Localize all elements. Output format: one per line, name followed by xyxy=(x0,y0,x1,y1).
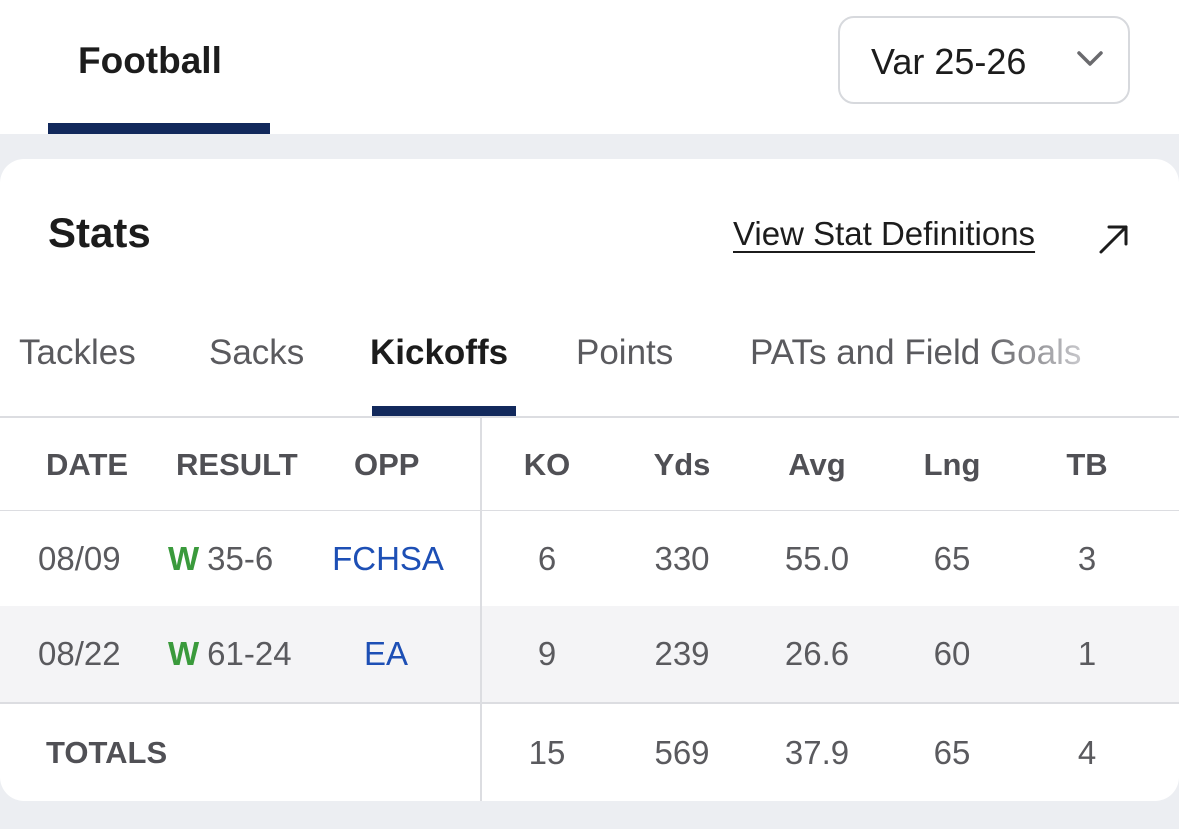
result-score: 61-24 xyxy=(207,635,292,672)
cell-avg: 26.6 xyxy=(784,635,850,672)
tab-pats-field-goals[interactable]: PATs and Field Goals xyxy=(750,333,1082,372)
totals-row: TOTALS 15 569 37.9 65 4 xyxy=(0,704,1179,801)
tab-tackles[interactable]: Tackles xyxy=(19,333,136,372)
table-row: 08/09 W 35-6 FCHSA 6 330 55.0 65 3 xyxy=(0,511,1179,606)
stat-category-tabs: Tackles Sacks Kickoffs Points PATs and F… xyxy=(0,319,1179,419)
header-lng: Lng xyxy=(923,446,981,482)
totals-avg: 37.9 xyxy=(784,733,850,771)
tab-kickoffs[interactable]: Kickoffs xyxy=(370,333,509,372)
header-avg: Avg xyxy=(788,446,846,482)
tab-sacks[interactable]: Sacks xyxy=(209,333,305,372)
row-divider xyxy=(0,702,1179,704)
cell-avg: 55.0 xyxy=(784,539,850,577)
cell-lng: 60 xyxy=(933,635,971,672)
section-title: Stats xyxy=(48,209,151,256)
cell-date: 08/22 xyxy=(38,635,121,672)
external-link-arrow-icon[interactable] xyxy=(1098,223,1130,255)
chevron-down-icon xyxy=(1077,51,1103,66)
header-opp: OPP xyxy=(354,446,420,482)
active-tab-indicator xyxy=(48,123,270,134)
result-win-flag: W xyxy=(168,539,200,577)
opponent-link[interactable]: EA xyxy=(363,635,409,672)
column-divider xyxy=(480,418,482,801)
result-win-flag: W xyxy=(168,635,200,672)
cell-result: W 35-6 xyxy=(168,511,273,606)
kickoffs-table: DATE RESULT OPP KO Yds Avg Lng TB 08/09 … xyxy=(0,418,1179,801)
totals-yds: 569 xyxy=(654,733,710,771)
cell-tb: 1 xyxy=(1077,635,1097,672)
cell-ko: 9 xyxy=(537,635,557,672)
cell-yds: 330 xyxy=(654,539,710,577)
cell-yds: 239 xyxy=(654,635,710,672)
table-row: 08/22 W 61-24 EA 9 239 26.6 60 1 xyxy=(0,606,1179,702)
cell-lng: 65 xyxy=(933,539,971,577)
cell-tb: 3 xyxy=(1077,539,1097,577)
cell-opp: EA xyxy=(316,606,456,702)
cell-date: 08/09 xyxy=(38,539,121,577)
cell-opp: FCHSA xyxy=(318,511,458,606)
active-tab-underline xyxy=(372,406,516,417)
table-header-row: DATE RESULT OPP KO Yds Avg Lng TB xyxy=(0,418,1179,511)
tab-football-label: Football xyxy=(78,40,222,81)
cell-result: W 61-24 xyxy=(168,606,292,702)
header-ko: KO xyxy=(523,446,571,482)
view-stat-definitions-link[interactable]: View Stat Definitions xyxy=(733,215,1036,252)
header-yds: Yds xyxy=(653,446,711,482)
top-bar: Football Var 25-26 xyxy=(0,0,1179,134)
totals-ko: 15 xyxy=(528,733,566,771)
totals-tb: 4 xyxy=(1077,733,1097,771)
header-date: DATE xyxy=(46,446,129,482)
tab-football[interactable]: Football xyxy=(48,0,270,134)
opponent-link[interactable]: FCHSA xyxy=(332,539,444,577)
stats-card: Stats View Stat Definitions Tackles Sack… xyxy=(0,159,1179,801)
header-tb: TB xyxy=(1066,446,1108,482)
season-select[interactable]: Var 25-26 xyxy=(838,16,1130,104)
tabs-divider xyxy=(0,416,1179,418)
season-select-value: Var 25-26 xyxy=(871,41,1027,82)
header-result: RESULT xyxy=(176,446,298,482)
tab-points[interactable]: Points xyxy=(576,333,674,372)
cell-ko: 6 xyxy=(537,539,557,577)
totals-lng: 65 xyxy=(933,733,971,771)
totals-label: TOTALS xyxy=(46,734,168,770)
result-score: 35-6 xyxy=(207,539,274,577)
